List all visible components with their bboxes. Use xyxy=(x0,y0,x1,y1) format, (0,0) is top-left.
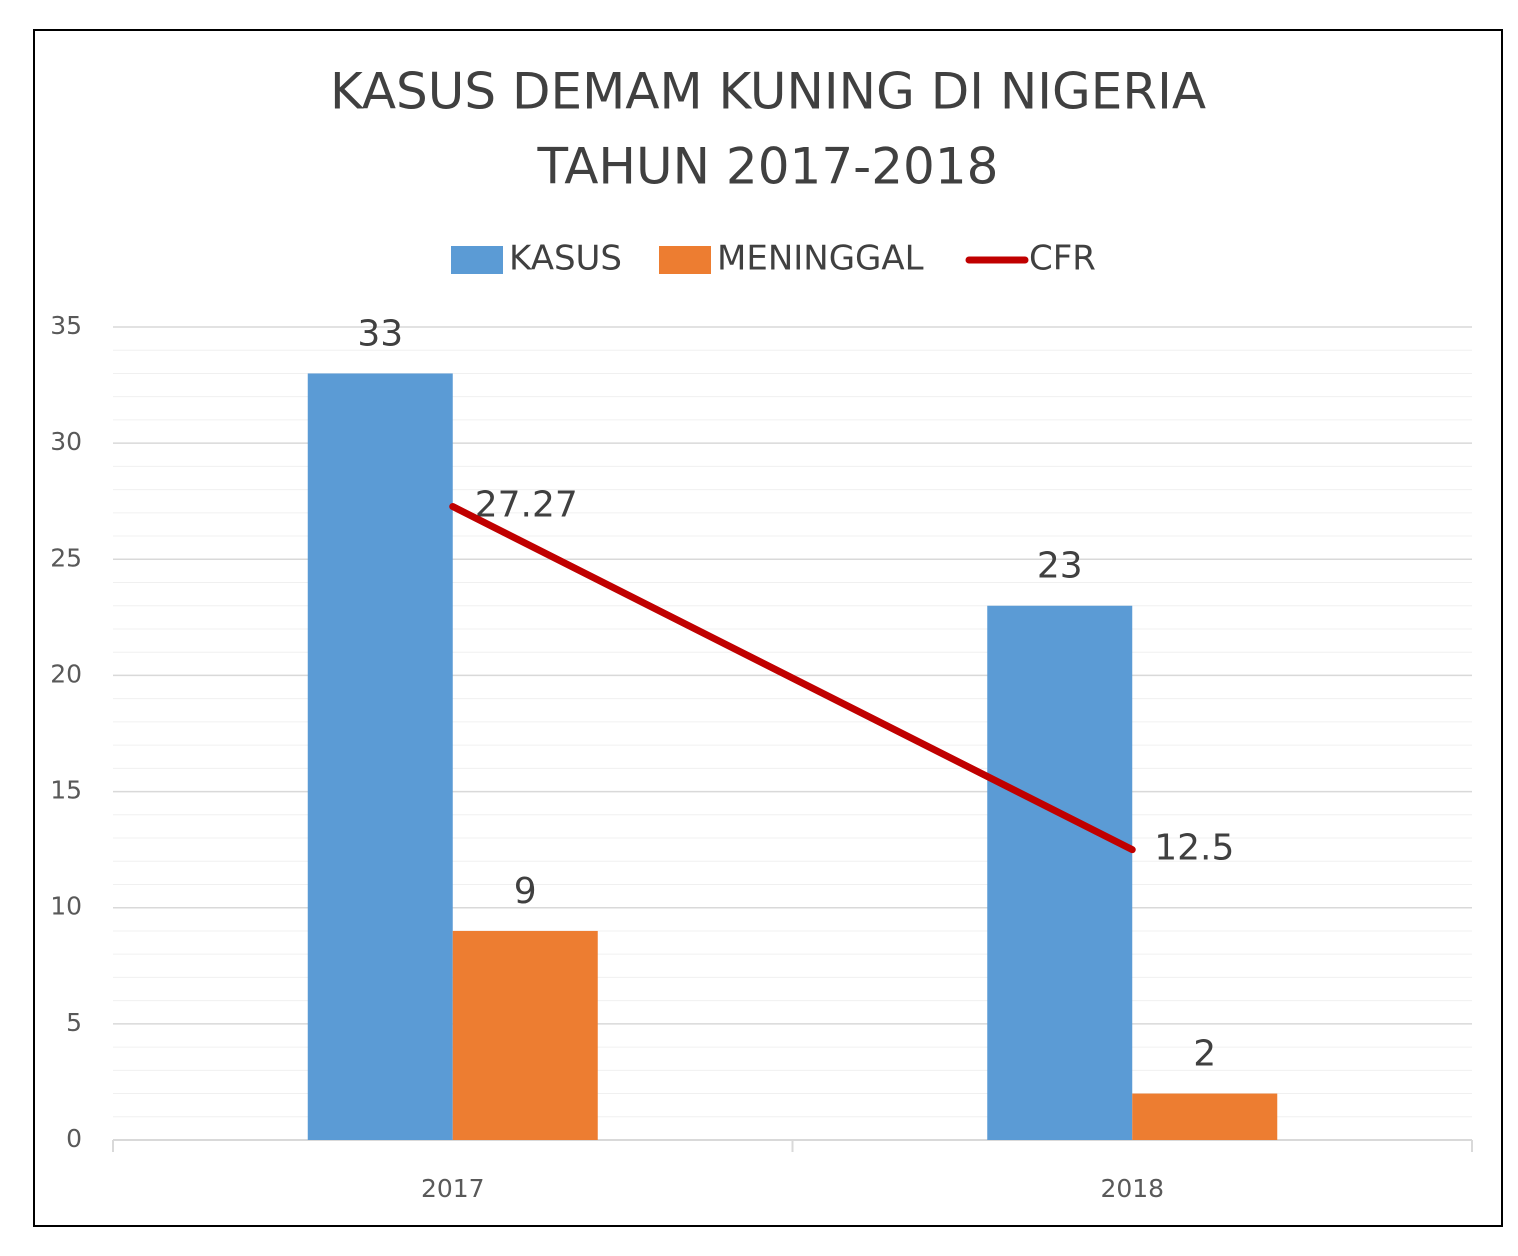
y-tick-label: 25 xyxy=(50,543,82,572)
y-tick-label: 5 xyxy=(66,1008,82,1037)
y-tick-label: 10 xyxy=(50,892,82,921)
chart-border xyxy=(33,29,1503,1227)
bar xyxy=(1132,1093,1278,1140)
bar xyxy=(307,373,453,1140)
legend-swatch xyxy=(659,246,711,274)
legend-swatch xyxy=(451,246,503,274)
y-tick-label: 15 xyxy=(50,776,82,805)
chart-title: KASUS DEMAM KUNING DI NIGERIA xyxy=(330,63,1206,121)
data-label: 33 xyxy=(357,313,403,354)
y-tick-label: 0 xyxy=(66,1124,82,1153)
data-label: 23 xyxy=(1037,546,1083,587)
bar xyxy=(987,605,1133,1140)
y-tick-label: 30 xyxy=(50,427,82,456)
bar xyxy=(452,930,598,1140)
data-label: 12.5 xyxy=(1154,828,1234,869)
data-label: 9 xyxy=(514,871,537,912)
legend-label: MENINGGAL xyxy=(717,239,924,279)
y-tick-label: 20 xyxy=(50,659,82,688)
legend-label: CFR xyxy=(1029,239,1096,279)
data-label: 2 xyxy=(1193,1034,1216,1075)
x-tick-label: 2017 xyxy=(421,1174,485,1203)
x-tick-label: 2018 xyxy=(1100,1174,1164,1203)
line xyxy=(449,503,1136,854)
data-label: 27.27 xyxy=(475,485,578,526)
chart-title: TAHUN 2017-2018 xyxy=(537,138,999,196)
y-tick-label: 35 xyxy=(50,311,82,340)
legend-label: KASUS xyxy=(509,239,622,279)
